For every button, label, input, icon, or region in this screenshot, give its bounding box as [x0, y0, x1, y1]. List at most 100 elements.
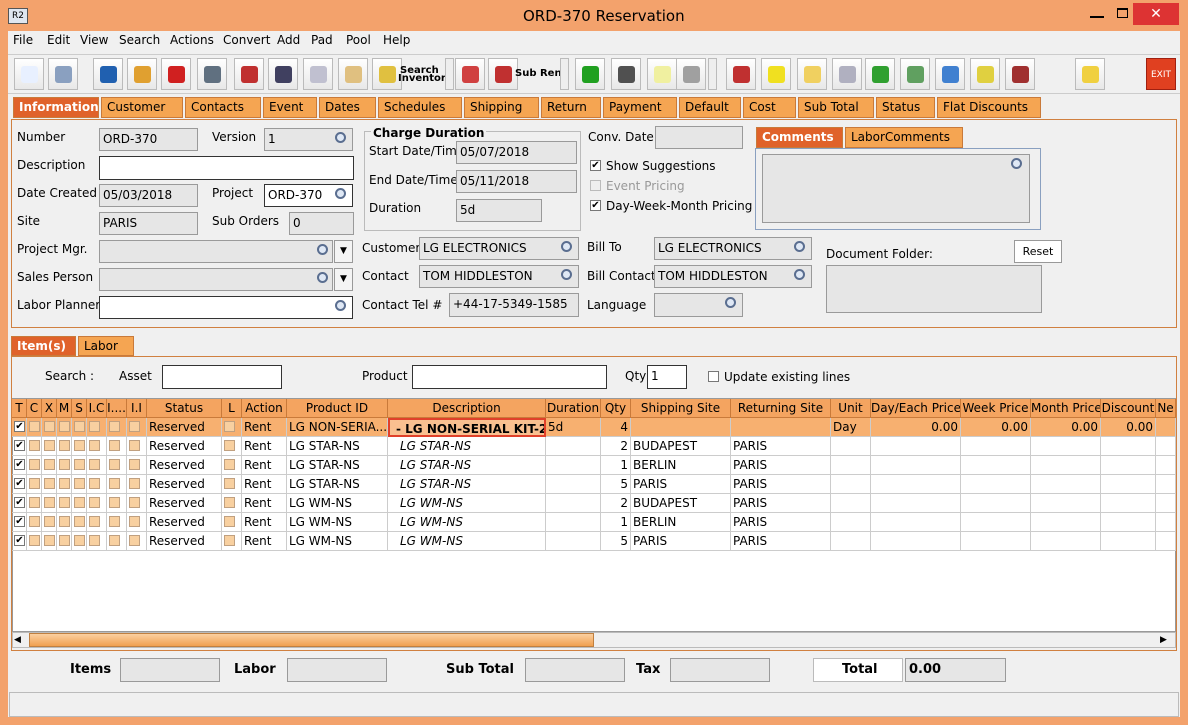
grid-cell[interactable]	[1156, 437, 1176, 456]
checkbox[interactable]	[109, 459, 120, 470]
grid-cell[interactable]	[546, 494, 601, 513]
column-header[interactable]: Product ID	[287, 399, 388, 418]
checkbox[interactable]: ✔	[14, 535, 25, 546]
grid-cell[interactable]	[27, 456, 42, 475]
checkbox[interactable]	[29, 478, 40, 489]
grid-cell[interactable]	[42, 513, 57, 532]
grid-cell[interactable]	[107, 475, 127, 494]
grid-cell[interactable]: PARIS	[731, 437, 831, 456]
grid-cell[interactable]: BUDAPEST	[631, 437, 731, 456]
grid-cell[interactable]	[127, 456, 147, 475]
toolbar-button[interactable]	[676, 58, 706, 90]
checkbox[interactable]: ✔	[14, 497, 25, 508]
grid-cell[interactable]	[72, 494, 87, 513]
asset-input[interactable]	[162, 365, 282, 389]
grid-cell[interactable]	[127, 532, 147, 551]
input-field[interactable]: 1	[264, 128, 353, 151]
grid-cell[interactable]	[87, 532, 107, 551]
column-header[interactable]: Qty	[601, 399, 631, 418]
input-field[interactable]: 05/03/2018	[99, 184, 198, 207]
grid-cell[interactable]	[42, 475, 57, 494]
input-field[interactable]	[655, 126, 743, 149]
grid-cell[interactable]: PARIS	[731, 532, 831, 551]
tab[interactable]: Dates	[319, 97, 376, 118]
input-field[interactable]: TOM HIDDLESTON	[654, 265, 812, 288]
grid-cell[interactable]	[961, 494, 1031, 513]
dropdown-arrow[interactable]	[560, 58, 569, 90]
grid-cell[interactable]	[831, 475, 871, 494]
grid-cell[interactable]	[1101, 532, 1156, 551]
grid-cell[interactable]	[42, 532, 57, 551]
grid-cell[interactable]: PARIS	[731, 456, 831, 475]
grid-cell[interactable]	[107, 513, 127, 532]
menu-item[interactable]: Help	[383, 33, 411, 47]
grid-cell[interactable]	[831, 437, 871, 456]
toolbar-button[interactable]	[488, 58, 518, 90]
grid-cell[interactable]	[42, 456, 57, 475]
checkbox[interactable]	[89, 440, 100, 451]
column-header[interactable]: Returning Site	[731, 399, 831, 418]
grid-cell[interactable]	[72, 513, 87, 532]
input-field[interactable]	[99, 156, 354, 180]
checkbox[interactable]	[129, 535, 140, 546]
column-header[interactable]: Day/Each Price	[871, 399, 961, 418]
checkbox[interactable]	[224, 535, 235, 546]
grid-cell[interactable]: Rent	[242, 532, 287, 551]
item-tab[interactable]: Labor	[78, 336, 134, 356]
grid-cell[interactable]	[87, 456, 107, 475]
grid-cell[interactable]: LG WM-NS	[287, 494, 388, 513]
scroll-right[interactable]: ▶	[1160, 635, 1167, 645]
input-field[interactable]: PARIS	[99, 212, 198, 235]
grid-cell[interactable]	[831, 456, 871, 475]
input-field[interactable]	[99, 240, 333, 263]
checkbox[interactable]	[129, 459, 140, 470]
column-header[interactable]: I.C	[87, 399, 107, 418]
menu-item[interactable]: File	[13, 33, 34, 47]
tab[interactable]: Status	[876, 97, 935, 118]
grid-cell[interactable]: ✔	[12, 494, 27, 513]
column-header[interactable]: Discount	[1101, 399, 1156, 418]
tab[interactable]: Flat Discounts	[937, 97, 1041, 118]
input-field[interactable]: 5d	[456, 199, 542, 222]
grid-cell[interactable]	[831, 532, 871, 551]
checkbox[interactable]	[89, 421, 100, 432]
qty-input[interactable]: 1	[647, 365, 687, 389]
grid-cell[interactable]	[87, 437, 107, 456]
grid-cell[interactable]: Reserved	[147, 437, 222, 456]
toolbar-button[interactable]	[338, 58, 368, 90]
grid-cell[interactable]	[1031, 475, 1101, 494]
column-header[interactable]: Description	[388, 399, 546, 418]
maximize[interactable]	[1117, 8, 1128, 18]
grid-cell[interactable]: ✔	[12, 532, 27, 551]
checkbox[interactable]	[224, 421, 235, 432]
dropdown-arrow[interactable]	[445, 58, 454, 90]
checkbox[interactable]	[109, 421, 120, 432]
grid-cell[interactable]: PARIS	[731, 513, 831, 532]
grid-cell[interactable]	[87, 513, 107, 532]
menu-item[interactable]: Search	[119, 33, 161, 47]
menu-item[interactable]: Convert	[223, 33, 271, 47]
grid-cell[interactable]	[1101, 456, 1156, 475]
grid-cell[interactable]	[57, 456, 72, 475]
checkbox[interactable]	[109, 516, 120, 527]
grid-cell[interactable]: ✔	[12, 418, 27, 437]
grid-cell[interactable]: LG STAR-NS	[388, 475, 546, 494]
grid-cell[interactable]: PARIS	[731, 475, 831, 494]
toolbar-button[interactable]	[48, 58, 78, 90]
toolbar-button[interactable]	[832, 58, 862, 90]
grid-cell[interactable]: 0.00	[871, 418, 961, 437]
menu-item[interactable]: Add	[277, 33, 301, 47]
grid-cell[interactable]: 1	[601, 456, 631, 475]
checkbox[interactable]	[29, 459, 40, 470]
search-icon[interactable]	[335, 300, 346, 311]
grid-cell[interactable]	[42, 494, 57, 513]
grid-cell[interactable]	[57, 513, 72, 532]
search-icon[interactable]	[794, 269, 805, 280]
product-input[interactable]	[412, 365, 607, 389]
grid-cell[interactable]: LG STAR-NS	[287, 475, 388, 494]
input-field[interactable]	[99, 296, 353, 319]
column-header[interactable]: Action	[242, 399, 287, 418]
grid-cell[interactable]	[1031, 532, 1101, 551]
grid-cell[interactable]	[1101, 475, 1156, 494]
toolbar-button[interactable]	[865, 58, 895, 90]
